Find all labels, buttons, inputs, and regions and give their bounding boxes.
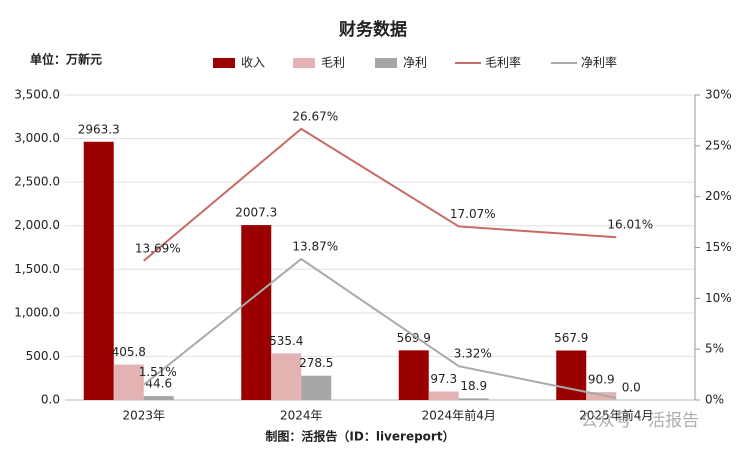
line-label: 1.51% <box>139 365 177 379</box>
line-label: 17.07% <box>450 207 496 221</box>
bar <box>428 391 459 400</box>
line-label: 3.32% <box>454 347 492 361</box>
bar <box>241 225 272 400</box>
bar <box>556 350 587 400</box>
legend-swatch <box>293 58 315 68</box>
bar <box>301 375 332 400</box>
legend-label: 毛利 <box>321 56 345 70</box>
x-tick-label: 2025年前4月 <box>579 408 653 423</box>
bar-label: 2963.3 <box>78 122 120 136</box>
legend-swatch <box>213 58 235 68</box>
y-tick-label: 2,500.0 <box>14 175 60 189</box>
y2-tick-label: 0% <box>705 393 724 407</box>
legend-swatch <box>375 58 397 68</box>
bar <box>586 392 617 400</box>
bar <box>458 398 489 400</box>
footer: 制图：活报告（ID：livereport） <box>265 429 454 444</box>
bar-label: 0.0 <box>622 381 641 395</box>
bar-label: 535.4 <box>269 334 303 348</box>
bar-label: 278.5 <box>299 356 333 370</box>
x-tick-label: 2024年 <box>280 409 323 423</box>
y-tick-label: 2,000.0 <box>14 218 60 232</box>
bar-label: 567.9 <box>554 331 588 345</box>
y2-tick-label: 25% <box>705 138 732 152</box>
y-tick-label: 0.0 <box>41 393 60 407</box>
bar <box>143 396 174 400</box>
line-label: 26.67% <box>292 109 338 123</box>
legend-label: 毛利率 <box>485 55 521 70</box>
unit-label: 单位：万新元 <box>30 52 102 67</box>
bar-label: 44.6 <box>145 377 172 391</box>
line-label: 13.87% <box>292 239 338 253</box>
line <box>143 127 617 262</box>
y2-tick-label: 5% <box>705 342 724 356</box>
bar-label: 90.9 <box>588 373 615 387</box>
legend-label: 净利 <box>403 56 427 70</box>
bar-label: 97.3 <box>430 372 457 386</box>
y-tick-label: 500.0 <box>26 349 60 363</box>
legend-label: 收入 <box>241 56 265 70</box>
watermark: 公众号 · 活报告 <box>581 411 699 431</box>
y-tick-label: 3,500.0 <box>14 88 60 102</box>
y2-tick-label: 30% <box>705 88 732 102</box>
y-tick-label: 1,500.0 <box>14 262 60 276</box>
chart-title: 财务数据 <box>338 19 407 40</box>
line-label: 16.01% <box>607 218 653 232</box>
x-tick-label: 2024年前4月 <box>422 408 496 423</box>
x-tick-label: 2023年 <box>122 409 165 423</box>
line-label: 13.69% <box>135 241 181 255</box>
y-tick-label: 3,000.0 <box>14 131 60 145</box>
y2-tick-label: 15% <box>705 240 732 254</box>
bar-label: 405.8 <box>112 345 146 359</box>
bar <box>113 364 144 400</box>
bar <box>271 353 302 400</box>
legend-label: 净利率 <box>581 55 617 70</box>
bar <box>83 141 114 400</box>
line <box>143 257 617 399</box>
y2-tick-label: 10% <box>705 291 732 305</box>
y2-tick-label: 20% <box>705 189 732 203</box>
bar-label: 18.9 <box>460 379 487 393</box>
bar <box>398 350 429 400</box>
bar-label: 2007.3 <box>235 206 277 220</box>
y-tick-label: 1,000.0 <box>14 305 60 319</box>
